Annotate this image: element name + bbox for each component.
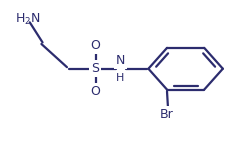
Text: O: O [90,85,100,98]
Text: S: S [91,62,99,75]
Text: O: O [90,39,100,52]
Text: N: N [116,54,125,67]
Text: $\mathregular{H_2N}$: $\mathregular{H_2N}$ [15,12,40,27]
Text: Br: Br [160,108,174,121]
Text: H: H [116,73,125,83]
